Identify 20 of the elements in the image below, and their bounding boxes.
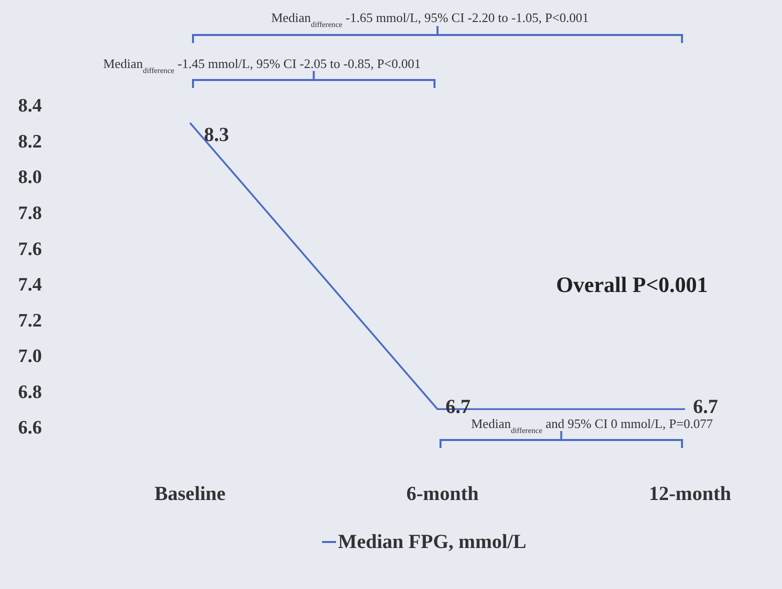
y-tick-label: 8.4 <box>18 96 42 117</box>
y-tick-label: 8.2 <box>18 131 42 152</box>
y-tick-label: 7.2 <box>18 310 42 332</box>
y-tick-label: 7.4 <box>18 274 42 296</box>
text: Median$_{difference}$ -1.45 mmol/L, 95% CI -2.05 to -0.85, P<0.001 <box>103 56 421 74</box>
y-tick-label: 8.0 <box>18 167 42 188</box>
x-tick-label: Baseline <box>154 483 226 505</box>
data-label: 6.7 <box>693 396 718 418</box>
y-tick-label: 7.8 <box>18 202 42 224</box>
annotation: Median$_{difference}$ and 95% CI 0 mmol/L, P=0.077 <box>471 416 714 434</box>
data-label: 8.3 <box>204 124 229 146</box>
x-tick-label: 12-month <box>648 483 732 505</box>
y-tick-label: 6.6 <box>18 418 42 439</box>
annotation: Overall P<0.001 <box>556 272 708 297</box>
y-tick-label: 6.8 <box>18 382 42 403</box>
text: Median$_{difference}$ -1.65 mmol/L, 95% CI -2.20 to -1.05, P<0.001 <box>271 10 589 28</box>
legend-label: Median FPG, mmol/L <box>338 531 526 553</box>
x-tick-label: 6-month <box>406 483 479 505</box>
y-tick-label: 7.6 <box>18 238 42 260</box>
y-tick-label: 7.0 <box>18 346 42 368</box>
